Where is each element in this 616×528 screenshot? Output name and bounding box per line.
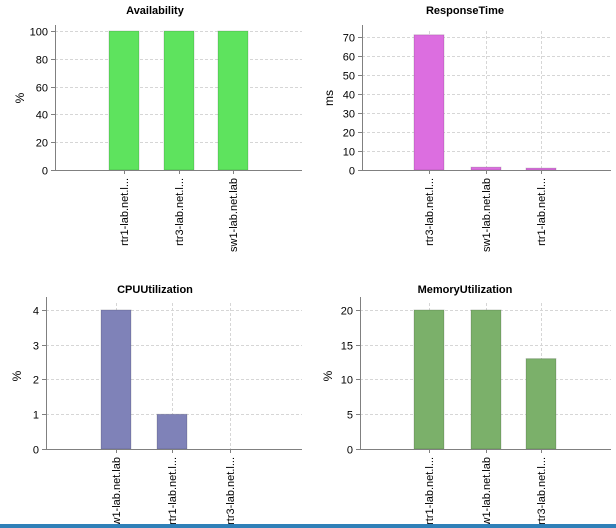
chart-title: CPUUtilization [117,284,193,296]
bar [470,309,502,450]
x-tick-label: rtr1-lab.net.l... [119,178,131,246]
footer-rule [0,524,616,528]
bar [413,309,445,450]
chart-plot: 0 1 2 3 4 sw1-lab.net.lab rtr1-lab.net.l... rtr… [33,297,302,528]
y-tick-label: 80 [36,55,48,67]
y-tick-label: 1 [33,410,39,422]
chart-plot: 0 20 40 60 80 100 rtr1-lab.net.l... rtr3-lab.ne… [30,25,302,252]
y-tick-label: 50 [343,71,355,83]
x-tick-label: rtr3-lab.net.l... [174,178,186,246]
x-tick-label: rtr1-lab.net.l... [424,457,436,525]
y-tick-label: 40 [36,110,48,122]
chart-title: MemoryUtilization [417,284,513,296]
x-tick-label: rtr1-lab.net.l... [167,457,179,525]
y-tick-label: 20 [341,306,353,318]
y-tick-label: 70 [343,33,355,45]
y-tick-label: 60 [343,52,355,64]
y-tick-label: 15 [341,341,353,353]
chart-plot: 0 10 20 30 40 50 60 70 rtr3-lab.net.l... sw1-lab.… [343,25,611,252]
y-tick-label: 5 [347,410,353,422]
chart-title: ResponseTime [425,5,505,17]
x-tick-label: sw1-lab.net.lab [111,457,123,528]
y-tick-label: 10 [343,147,355,159]
y-tick-label: 40 [343,90,355,102]
y-tick-label: 0 [349,166,355,178]
y-tick-label: 4 [33,306,39,318]
y-tick-label: 100 [30,27,48,39]
x-tick-label: sw1-lab.net.lab [481,457,493,528]
x-tick-label: rtr3-lab.net.l... [225,457,237,525]
y-tick-label: 60 [36,83,48,95]
y-tick-label: 20 [343,128,355,140]
y-tick-label: 30 [343,109,355,121]
y-tick-label: 10 [341,375,353,387]
bar [100,309,132,450]
y-tick-label: 0 [33,445,39,457]
y-tick-label: 0 [42,166,48,178]
y-tick-label: 20 [36,138,48,150]
x-tick-label: rtr1-lab.net.l... [536,178,548,246]
chart-title: Availability [126,5,184,17]
bar [413,34,445,171]
x-tick-label: rtr3-lab.net.l... [536,457,548,525]
bar [163,30,195,171]
x-tick-label: sw1-lab.net.lab [481,178,493,252]
x-tick-label: rtr3-lab.net.l... [424,178,436,246]
y-tick-label: 0 [347,445,353,457]
y-tick-label: 2 [33,375,39,387]
y-tick-label: 3 [33,341,39,353]
bar [525,358,557,450]
bar [156,413,188,450]
x-tick-label: sw1-lab.net.lab [228,178,240,252]
